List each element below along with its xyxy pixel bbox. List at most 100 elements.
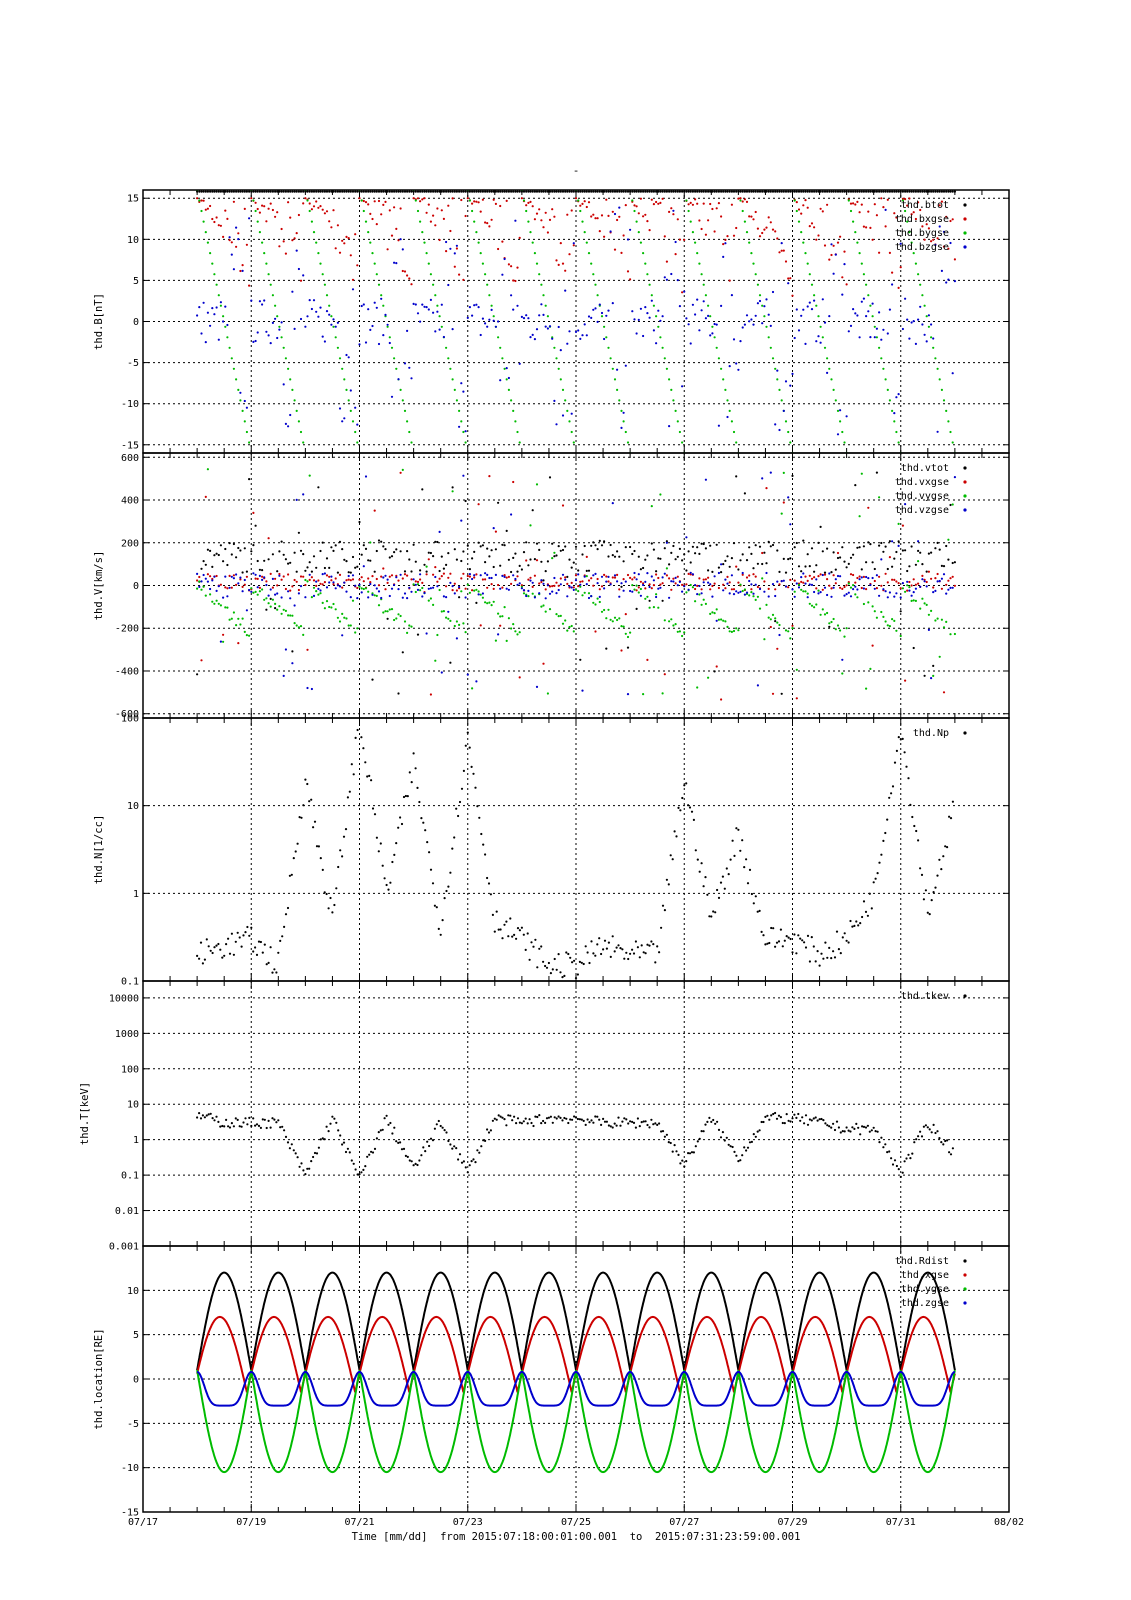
data-point [351, 288, 355, 291]
data-point [364, 547, 368, 551]
data-point [401, 190, 404, 193]
data-point [267, 537, 270, 540]
data-point [826, 611, 829, 615]
data-point [412, 1164, 415, 1167]
data-point [832, 190, 835, 193]
data-point [239, 623, 242, 626]
data-point [565, 951, 568, 954]
data-point [564, 399, 567, 402]
data-point [211, 579, 214, 582]
data-point [940, 1141, 943, 1144]
data-point [342, 1141, 346, 1144]
data-point [310, 798, 313, 801]
data-point [215, 944, 218, 947]
data-point [868, 892, 871, 895]
data-point [206, 548, 209, 551]
data-point [804, 1114, 808, 1117]
data-point [393, 206, 396, 209]
data-point [217, 294, 220, 297]
legend-label: thd.vxgse [895, 477, 949, 488]
data-point [901, 190, 905, 193]
data-point [726, 555, 729, 558]
data-point [462, 1160, 465, 1163]
data-point [631, 199, 634, 202]
data-point [799, 1119, 802, 1122]
data-point [298, 1165, 301, 1168]
data-point [904, 297, 907, 300]
data-point [884, 620, 887, 623]
data-point [482, 843, 485, 846]
data-point [810, 583, 814, 587]
data-point [390, 574, 394, 577]
data-point [395, 227, 398, 230]
data-point [793, 190, 796, 193]
data-point [922, 1125, 926, 1128]
data-point [603, 540, 606, 543]
data-point [732, 234, 736, 237]
data-point [605, 314, 608, 317]
y-tick-label: 200 [121, 538, 139, 549]
data-point [312, 594, 316, 598]
data-point [745, 591, 749, 594]
data-point [553, 551, 556, 554]
data-point [395, 842, 398, 845]
data-point [568, 625, 571, 629]
data-point [930, 577, 933, 580]
data-point [317, 1146, 320, 1149]
data-point [499, 379, 502, 382]
data-point [334, 608, 337, 611]
data-point [683, 190, 686, 193]
data-point [540, 283, 543, 286]
data-point [841, 546, 844, 549]
data-point [592, 1121, 595, 1124]
data-point [861, 1125, 864, 1128]
data-point [917, 839, 920, 842]
data-point [605, 575, 608, 578]
data-point [455, 558, 458, 561]
data-point [451, 589, 454, 592]
data-point [623, 1117, 626, 1120]
data-point [429, 693, 432, 696]
data-point [868, 1130, 871, 1133]
data-point [544, 964, 547, 968]
data-point [244, 1117, 247, 1120]
legend-label: thd.vzgse [895, 505, 949, 516]
data-point [828, 622, 831, 625]
data-point [437, 927, 440, 931]
data-point [942, 399, 946, 402]
data-point [395, 262, 398, 265]
data-point [501, 273, 504, 276]
data-point [732, 593, 736, 596]
data-point [783, 1122, 786, 1125]
data-point [627, 1122, 630, 1125]
data-point [856, 314, 859, 317]
data-point [507, 263, 510, 266]
data-point [542, 226, 545, 229]
data-point [908, 565, 911, 568]
data-point [852, 308, 855, 311]
data-point [343, 417, 346, 420]
data-point [845, 415, 848, 418]
data-point [473, 200, 476, 203]
data-point [677, 806, 680, 810]
data-point [849, 573, 853, 576]
data-point [276, 211, 279, 214]
data-point [236, 1118, 239, 1121]
data-point [510, 294, 513, 297]
data-point [429, 298, 432, 301]
data-point [323, 566, 326, 570]
data-point [832, 617, 835, 621]
data-point [551, 337, 554, 340]
data-point [406, 631, 409, 635]
data-point [477, 503, 480, 506]
data-point [624, 190, 627, 193]
y-tick-label: 600 [121, 453, 139, 464]
data-point [752, 190, 755, 193]
data-point [230, 190, 233, 193]
data-point [642, 582, 645, 585]
data-point [481, 198, 484, 201]
data-point [230, 357, 233, 360]
data-point [538, 582, 541, 585]
data-point [779, 1116, 783, 1119]
data-point [284, 609, 287, 613]
